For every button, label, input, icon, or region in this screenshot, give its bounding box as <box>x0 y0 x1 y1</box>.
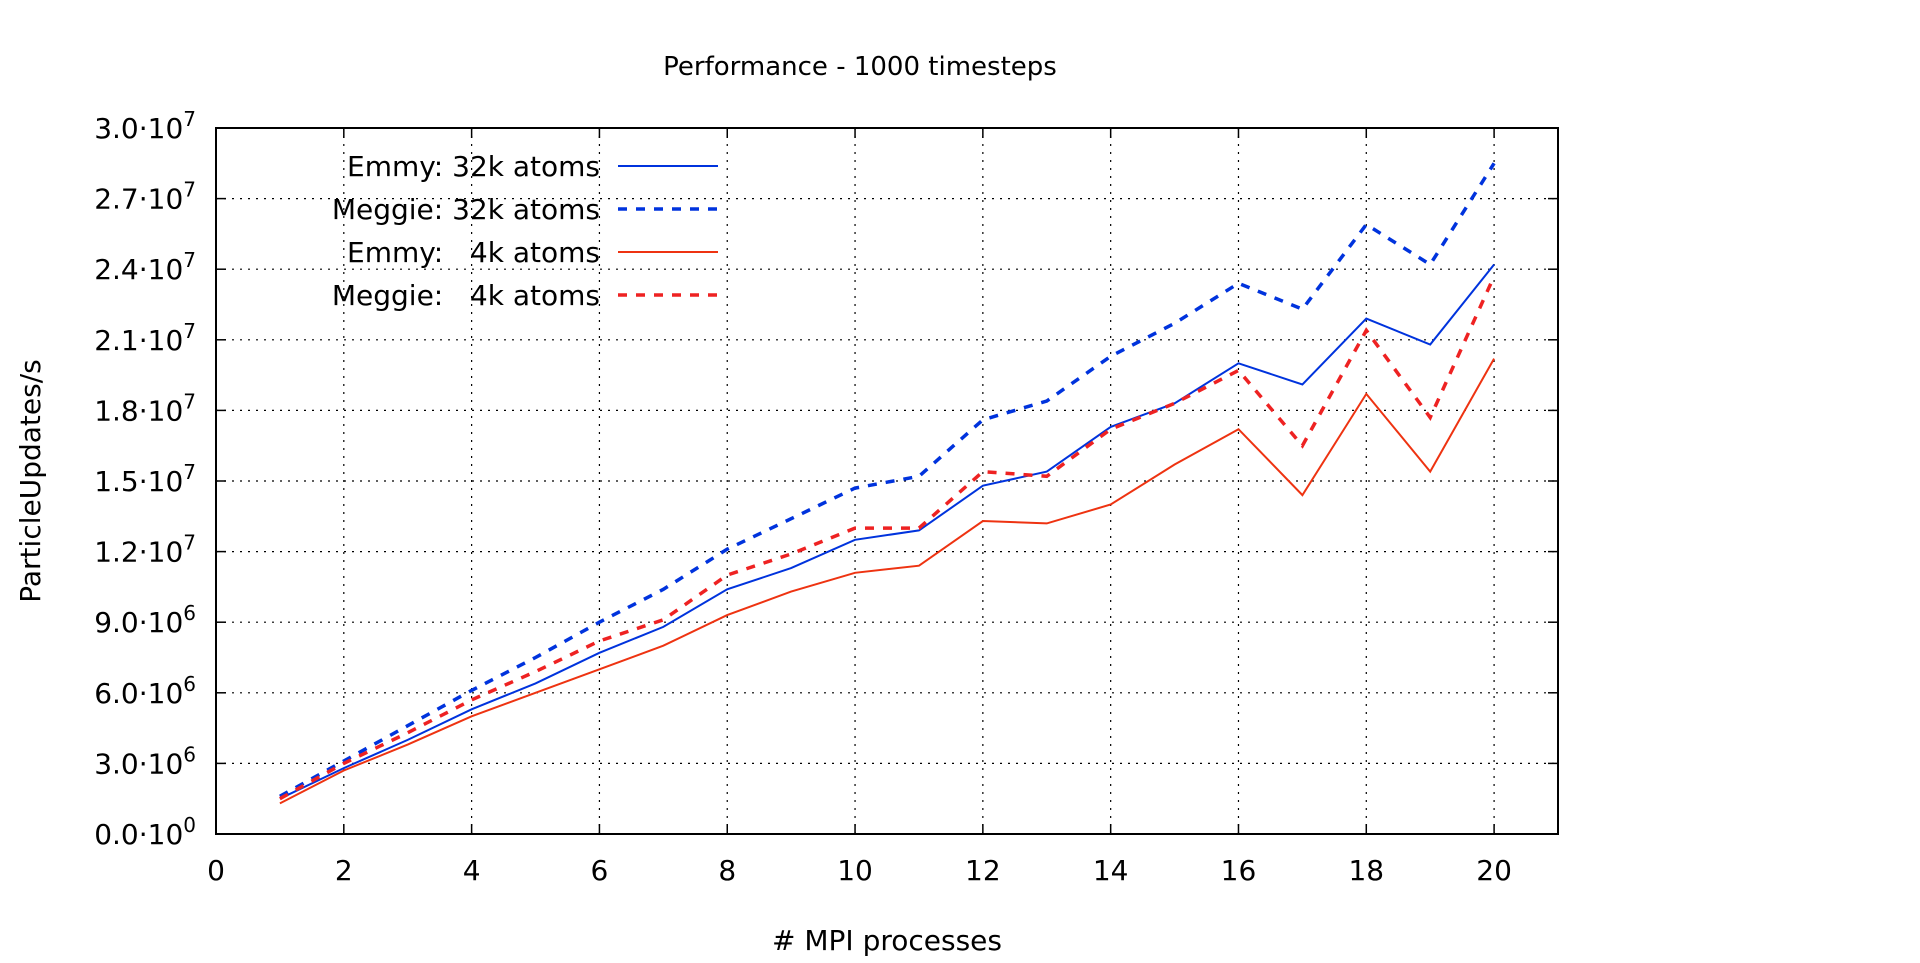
x-tick-label: 20 <box>1476 854 1512 887</box>
y-tick-exponent: 7 <box>183 248 196 272</box>
y-tick-exponent: 0 <box>183 813 196 837</box>
y-tick-mantissa: 2.7 <box>94 183 139 216</box>
y-tick-mantissa: 6.0 <box>94 677 139 710</box>
y-tick-label: 2.1·107 <box>94 319 196 357</box>
y-tick-label: 1.2·107 <box>94 531 196 569</box>
x-tick-label: 0 <box>207 854 225 887</box>
legend: Emmy: 32k atoms Meggie: 32k atoms Emmy: 4k… <box>332 150 718 312</box>
x-tick-label: 4 <box>463 854 481 887</box>
y-tick-exponent: 6 <box>183 672 196 696</box>
x-tick-label: 2 <box>335 854 353 887</box>
y-tick-label: 9.0·106 <box>94 601 196 639</box>
axes: 0 2 4 6 8 10 12 14 16 18 200.0·1003.0·1066.0·1069.… <box>94 107 1558 887</box>
legend-label: Meggie: 32k atoms <box>332 193 600 226</box>
y-tick-label: 6.0·106 <box>94 672 196 710</box>
series-line-0 <box>280 265 1494 799</box>
y-tick-times: ·10 <box>139 394 184 427</box>
y-tick-mantissa: 3.0 <box>94 747 139 780</box>
y-tick-label: 2.7·107 <box>94 178 196 216</box>
y-tick-mantissa: 1.5 <box>94 465 139 498</box>
y-tick-exponent: 7 <box>183 319 196 343</box>
legend-label: Meggie: 4k atoms <box>332 279 600 312</box>
y-tick-times: ·10 <box>139 253 184 286</box>
y-tick-mantissa: 2.4 <box>94 253 139 286</box>
legend-label: Emmy: 32k atoms <box>347 150 600 183</box>
y-tick-exponent: 7 <box>183 389 196 413</box>
y-tick-times: ·10 <box>139 818 184 851</box>
y-tick-label: 1.8·107 <box>94 389 196 427</box>
x-tick-label: 16 <box>1221 854 1257 887</box>
y-tick-times: ·10 <box>139 324 184 357</box>
x-tick-label: 12 <box>965 854 1001 887</box>
y-tick-times: ·10 <box>139 606 184 639</box>
y-tick-label: 0.0·100 <box>94 813 196 851</box>
y-tick-exponent: 6 <box>183 742 196 766</box>
y-tick-mantissa: 1.2 <box>94 536 139 569</box>
y-tick-exponent: 7 <box>183 178 196 202</box>
y-tick-exponent: 7 <box>183 460 196 484</box>
y-tick-times: ·10 <box>139 747 184 780</box>
y-tick-label: 2.4·107 <box>94 248 196 286</box>
y-tick-mantissa: 3.0 <box>94 112 139 145</box>
x-tick-label: 14 <box>1093 854 1129 887</box>
y-tick-exponent: 6 <box>183 601 196 625</box>
x-tick-label: 8 <box>718 854 736 887</box>
y-tick-mantissa: 9.0 <box>94 606 139 639</box>
y-tick-mantissa: 0.0 <box>94 818 139 851</box>
y-tick-label: 3.0·107 <box>94 107 196 145</box>
x-tick-label: 18 <box>1348 854 1384 887</box>
y-tick-times: ·10 <box>139 465 184 498</box>
y-tick-times: ·10 <box>139 112 184 145</box>
y-tick-mantissa: 2.1 <box>94 324 139 357</box>
y-tick-label: 1.5·107 <box>94 460 196 498</box>
chart-title: Performance - 1000 timesteps <box>663 52 1057 82</box>
y-tick-times: ·10 <box>139 677 184 710</box>
y-tick-exponent: 7 <box>183 107 196 131</box>
y-tick-label: 3.0·106 <box>94 742 196 780</box>
y-tick-times: ·10 <box>139 536 184 569</box>
x-axis-label: # MPI processes <box>772 924 1002 957</box>
y-tick-mantissa: 1.8 <box>94 394 139 427</box>
y-axis-label: ParticleUpdates/s <box>14 359 47 602</box>
y-tick-exponent: 7 <box>183 531 196 555</box>
legend-label: Emmy: 4k atoms <box>347 236 600 269</box>
x-tick-label: 10 <box>837 854 873 887</box>
x-tick-label: 6 <box>591 854 609 887</box>
y-tick-times: ·10 <box>139 183 184 216</box>
